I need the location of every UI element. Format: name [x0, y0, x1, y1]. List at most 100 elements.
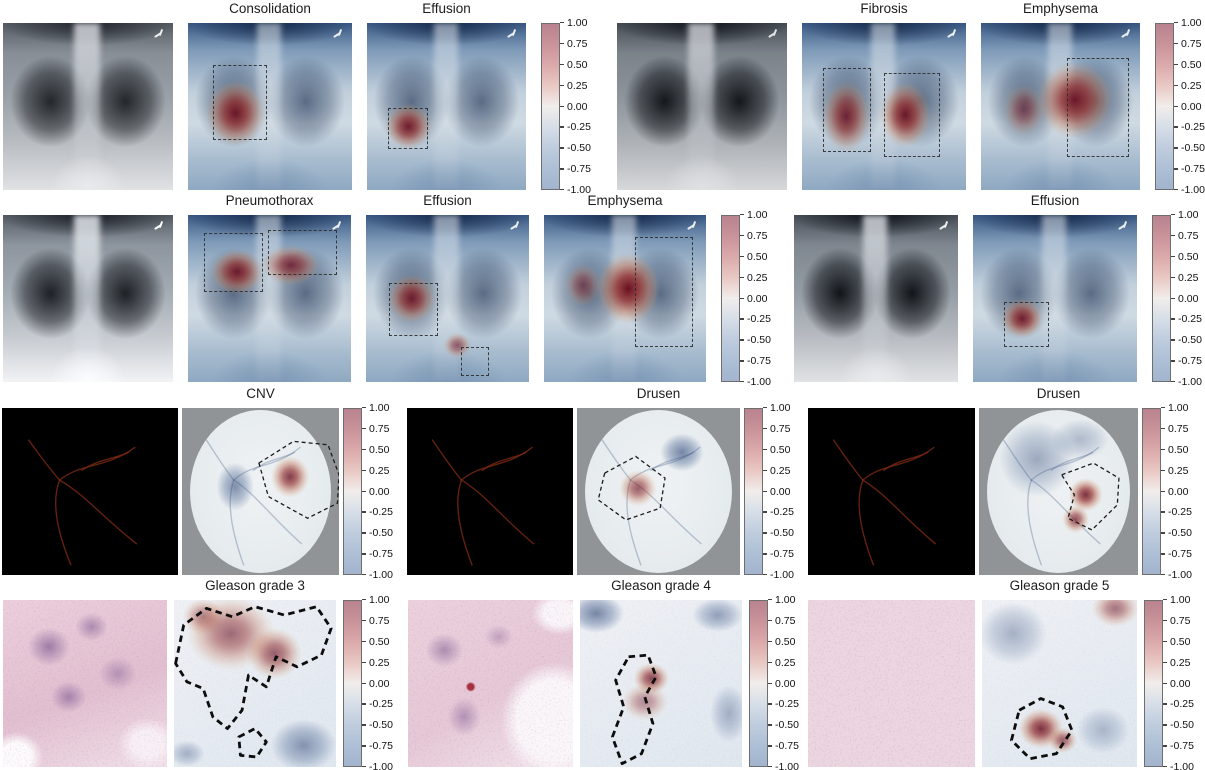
- laterality-marker-icon: [506, 29, 517, 40]
- colorbar-tick-label: 1.00: [747, 208, 768, 221]
- colorbar-tick-mark: [1171, 234, 1175, 237]
- colorbar-tick-label: -0.75: [369, 547, 393, 560]
- laterality-marker-icon: [767, 29, 778, 40]
- colorbar-tick-mark: [1171, 255, 1175, 258]
- colorbar-tick-mark: [362, 640, 366, 643]
- colorbar: 1.00 0.75 0.50 0.25 0.00 -0.25 -0.50 -0.75 -1.00: [721, 192, 771, 387]
- colorbar-tick-label: -1.00: [369, 760, 393, 770]
- panel-group: Consolidation Effusion 1.00 0.75 0.50 0.25 0.0…: [3, 0, 591, 195]
- panel-title-spacer: [3, 0, 173, 20]
- colorbar-tick-label: -0.25: [369, 506, 393, 519]
- colorbar-tick-label: 0.25: [770, 464, 791, 477]
- colorbar-tick-mark: [362, 511, 366, 513]
- colorbar-tick-mark: [768, 619, 772, 622]
- histopathology-image: [808, 600, 975, 767]
- laterality-marker-icon: [1117, 221, 1128, 232]
- chest-xray-image: [3, 23, 173, 190]
- chest-xray-image: [617, 23, 787, 190]
- colorbar-tick-mark: [1161, 427, 1165, 430]
- retina-disc: [415, 410, 565, 573]
- panel-title-spacer: [794, 192, 958, 212]
- colorbar-tick-label: -0.50: [1170, 719, 1194, 731]
- colorbar-tick-mark: [1163, 682, 1167, 684]
- annotation-box: [388, 283, 439, 336]
- colorbar-tick-mark: [1171, 339, 1175, 341]
- colorbar: 1.00 0.75 0.50 0.25 0.00 -0.25 -0.50 -0.75 -1.00: [749, 577, 799, 770]
- colorbar-tick-mark: [1161, 532, 1165, 534]
- colorbar-tick-label: 0.25: [1168, 464, 1189, 477]
- fundus-saliency-heatmap: [577, 408, 740, 575]
- xray-saliency-heatmap: [367, 23, 526, 190]
- colorbar-tick-label: -0.50: [1181, 142, 1205, 154]
- colorbar-tick-label: -0.50: [567, 142, 591, 154]
- panel-cell: [407, 385, 573, 575]
- retina-disc: [816, 410, 967, 573]
- colorbar-tick-label: -1.00: [1181, 183, 1205, 196]
- panel-title-spacer: [808, 385, 975, 405]
- colorbar-tick-mark: [1163, 766, 1167, 768]
- colorbar-tick-label: 0.00: [369, 677, 390, 690]
- colorbar-tick-mark: [763, 532, 767, 534]
- panel-cell: Gleason grade 3: [174, 577, 336, 767]
- colorbar-tick-mark: [763, 511, 767, 513]
- panel-cell: [408, 577, 573, 767]
- panel-group: Drusen 1.00 0.75 0.50 0.25 0.00 -0.25 -0.50 -0.7…: [407, 385, 794, 580]
- colorbar-tick-label: 0.50: [747, 250, 768, 263]
- colorbar-tick-mark: [763, 448, 767, 451]
- panel-title: Emphysema: [587, 193, 663, 208]
- colorbar-tick-mark: [1163, 640, 1167, 643]
- colorbar-tick-mark: [1174, 168, 1178, 170]
- colorbar-tick-mark: [1171, 360, 1175, 362]
- colorbar-tick-mark: [560, 189, 564, 191]
- panel-cell: Fibrosis: [802, 0, 966, 190]
- colorbar-tick-label: -1.00: [770, 568, 794, 581]
- colorbar-tick-mark: [362, 407, 366, 409]
- colorbar-gradient: [1152, 215, 1171, 382]
- colorbar-tick-label: -1.00: [747, 375, 771, 388]
- panel-title: Effusion: [423, 193, 472, 208]
- colorbar-tick-mark: [1163, 745, 1167, 747]
- colorbar-tick-mark: [1171, 318, 1175, 320]
- colorbar-tick-mark: [768, 703, 772, 705]
- heatmap-blobs: [544, 215, 706, 382]
- colorbar-tick-mark: [362, 766, 366, 768]
- colorbar-tick-label: 1.00: [770, 401, 791, 414]
- colorbar-tick-label: 0.25: [369, 464, 390, 477]
- colorbar: 1.00 0.75 0.50 0.25 0.00 -0.25 -0.50 -0.75 -1.00: [343, 577, 393, 770]
- retina-disc: [10, 410, 170, 573]
- xray-saliency-heatmap: [802, 23, 966, 190]
- colorbar-tick-label: 0.75: [1181, 37, 1202, 50]
- panel-cell: Gleason grade 5: [982, 577, 1137, 767]
- colorbar-tick-mark: [362, 532, 366, 534]
- colorbar-tick-label: 0.25: [775, 656, 796, 669]
- annotation-polygon: [174, 600, 336, 767]
- panel-title: CNV: [246, 386, 275, 401]
- xray-saliency-heatmap: [188, 23, 352, 190]
- retinal-vessels: [415, 410, 565, 573]
- colorbar-tick-label: 0.25: [369, 656, 390, 669]
- annotation-box: [1004, 301, 1049, 348]
- colorbar-gradient: [744, 408, 763, 575]
- colorbar-tick-mark: [560, 126, 564, 128]
- panel-title: Effusion: [422, 1, 471, 16]
- tissue-texture: [982, 600, 1137, 767]
- colorbar-tick-mark: [1161, 553, 1165, 555]
- colorbar-tick-label: -1.00: [775, 760, 799, 770]
- colorbar-tick-label: 0.75: [747, 229, 768, 242]
- xray-saliency-heatmap: [188, 215, 351, 382]
- fundus-saliency-heatmap: [979, 408, 1138, 575]
- colorbar-tick-label: -0.75: [1168, 547, 1192, 560]
- panel-group: Effusion 1.00 0.75 0.50 0.25 0.00 -0.25 -0.50 -0…: [794, 192, 1202, 387]
- panel-cell: [808, 385, 975, 575]
- colorbar-tick-mark: [362, 469, 366, 472]
- heatmap-blobs: [190, 410, 331, 573]
- annotation-polygon: [182, 408, 339, 575]
- panel-group: Gleason grade 4 1.00 0.75 0.50 0.25 0.00 -0.25…: [408, 577, 799, 770]
- colorbar-body: 1.00 0.75 0.50 0.25 0.00 -0.25 -0.50 -0.75 -1.00: [343, 595, 393, 770]
- tissue-texture: [580, 600, 742, 767]
- colorbar-tick-label: -0.25: [747, 313, 771, 326]
- annotation-polygon: [982, 600, 1137, 767]
- colorbar-tick-mark: [560, 147, 564, 149]
- histology-saliency-heatmap: [982, 600, 1137, 767]
- colorbar: 1.00 0.75 0.50 0.25 0.00 -0.25 -0.50 -0.75 -1.00: [1155, 0, 1205, 195]
